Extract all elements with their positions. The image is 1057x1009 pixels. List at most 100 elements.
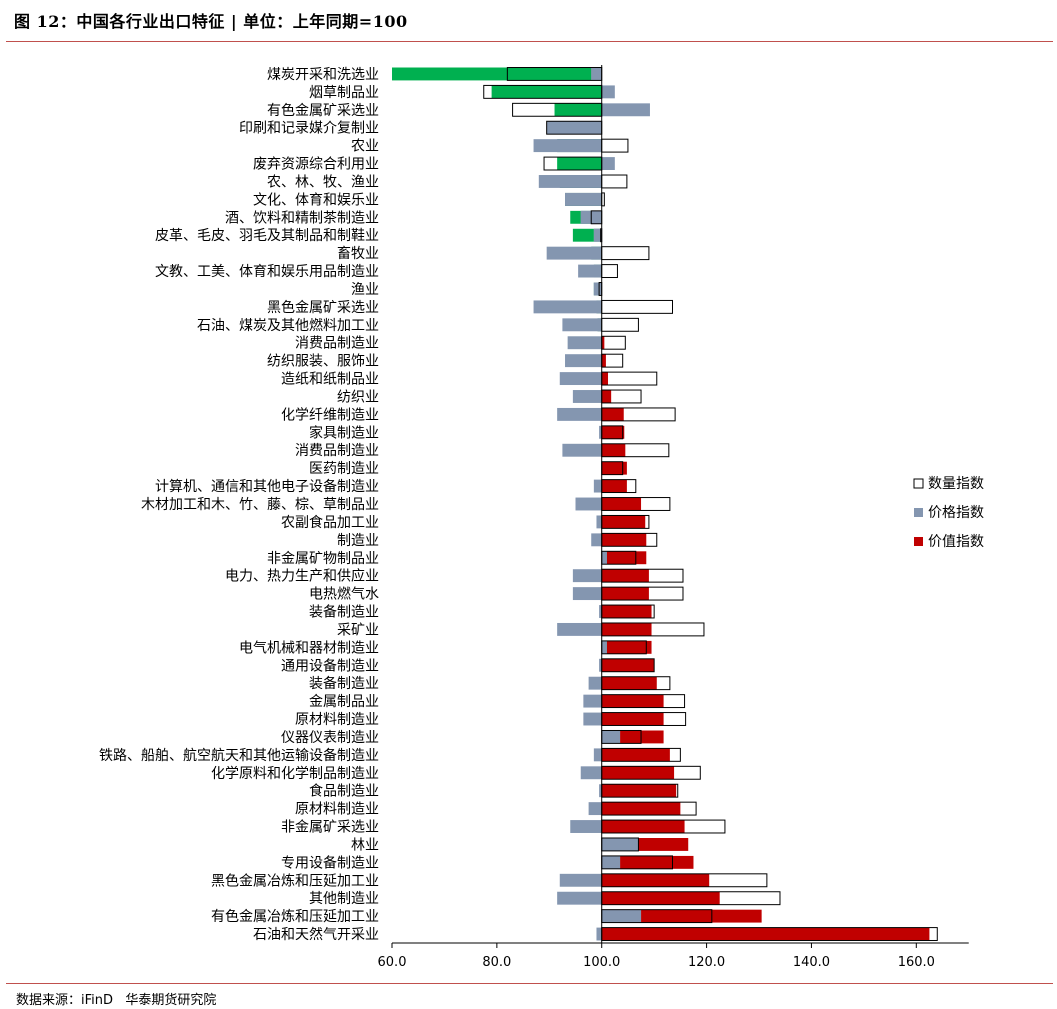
- price-bar: [546, 246, 602, 260]
- category-label: 酒、饮料和精制茶制造业: [225, 210, 379, 226]
- category-label: 采矿业: [337, 622, 379, 638]
- quantity-bar: [601, 138, 629, 153]
- category-label: 纺织业: [337, 389, 379, 405]
- value-bar: [557, 157, 602, 171]
- category-label: 化学纤维制造业: [281, 407, 379, 423]
- price-bar: [593, 282, 602, 296]
- category-label: 农副食品加工业: [281, 514, 379, 531]
- category-label: 非金属矿物制品业: [267, 551, 379, 567]
- value-bar: [572, 228, 594, 242]
- value-bar: [601, 515, 646, 529]
- category-label: 黑色金属冶炼和压延加工业: [211, 872, 379, 889]
- category-label: 石油和天然气开采业: [253, 926, 379, 943]
- category-label: 黑色金属矿采选业: [267, 299, 379, 316]
- price-bar: [570, 820, 602, 833]
- category-label: 装备制造业: [309, 675, 379, 692]
- category-label: 医药制造业: [309, 461, 379, 477]
- category-label: 金属制品业: [309, 694, 379, 710]
- value-bar: [554, 103, 602, 117]
- category-label: 专用设备制造业: [281, 854, 379, 871]
- value-bar: [601, 784, 677, 798]
- value-bar: [601, 658, 655, 672]
- value-bar: [601, 748, 670, 762]
- price-bar: [593, 228, 602, 242]
- value-bar: [601, 461, 627, 475]
- price-bar: [575, 497, 602, 511]
- value-bar: [601, 479, 627, 493]
- legend-value-swatch: [914, 537, 923, 546]
- value-bar: [491, 85, 602, 99]
- price-bar: [559, 372, 602, 386]
- price-bar: [562, 318, 602, 332]
- value-bar: [620, 855, 694, 869]
- category-label: 消费品制造业: [295, 336, 379, 352]
- source-note: 数据来源：iFinD 华泰期货研究院: [16, 993, 217, 1008]
- value-bar: [620, 730, 664, 744]
- price-bar: [591, 533, 602, 547]
- price-bar: [588, 802, 602, 816]
- category-label: 烟草制品业: [309, 85, 379, 101]
- value-bars-layer: [392, 67, 930, 941]
- legend-price-label: 价格指数: [928, 505, 984, 521]
- category-label: 化学原料和化学制品制造业: [211, 766, 379, 782]
- value-bar: [601, 407, 624, 421]
- price-bar: [565, 354, 602, 368]
- x-tick-label: 80.0: [482, 955, 511, 970]
- x-tick-label: 140.0: [793, 955, 830, 970]
- price-bar: [599, 605, 602, 618]
- price-bar: [588, 676, 602, 690]
- value-bar: [601, 927, 930, 941]
- value-bar: [641, 909, 762, 923]
- value-bar: [570, 210, 581, 224]
- price-bar: [601, 855, 621, 869]
- price-bar: [596, 927, 602, 941]
- category-labels: 煤炭开采和洗选业烟草制品业有色金属矿采选业印刷和记录媒介复制业农业废弃资源综合利…: [99, 67, 379, 943]
- quantity-bar: [601, 317, 639, 332]
- price-bar: [601, 640, 607, 654]
- category-label: 原材料制造业: [295, 802, 379, 818]
- category-label: 煤炭开采和洗选业: [267, 67, 379, 83]
- price-bar: [601, 85, 615, 99]
- price-bar: [601, 730, 621, 744]
- top-divider: [6, 41, 1053, 42]
- quantity-bars-layer: [483, 67, 938, 941]
- price-bar: [557, 407, 602, 421]
- category-label: 通用设备制造业: [281, 657, 379, 674]
- x-tick-label: 120.0: [688, 955, 725, 970]
- quantity-bar: [601, 371, 658, 386]
- legend-quantity-swatch: [913, 478, 924, 489]
- category-label: 非金属矿采选业: [281, 820, 379, 836]
- quantity-bar: [601, 174, 628, 189]
- value-bar: [601, 497, 642, 511]
- value-bar: [601, 533, 647, 547]
- value-bar: [601, 676, 657, 690]
- price-bar: [580, 766, 602, 780]
- price-bars-layer: [533, 67, 650, 941]
- value-bar: [601, 425, 625, 439]
- chart-axes: [391, 65, 969, 948]
- category-label: 文教、工美、体育和娱乐用品制造业: [155, 264, 379, 280]
- page-title: 图 12：中国各行业出口特征 | 单位：上年同期=100: [14, 12, 408, 31]
- price-bar: [538, 175, 602, 188]
- value-bar: [601, 569, 649, 583]
- value-bar: [638, 837, 689, 851]
- value-bar: [601, 372, 609, 386]
- category-label: 废弃资源综合利用业: [253, 157, 379, 173]
- price-bar: [533, 300, 602, 314]
- price-bar: [596, 515, 602, 529]
- category-label: 有色金属矿采选业: [267, 102, 379, 119]
- category-label: 皮革、毛皮、羽毛及其制品和制鞋业: [155, 228, 379, 244]
- value-bar: [601, 802, 681, 816]
- category-label: 装备制造业: [309, 604, 379, 621]
- value-bar: [601, 873, 710, 887]
- value-bar: [601, 712, 664, 726]
- price-bar: [578, 264, 602, 278]
- price-bar: [562, 443, 602, 457]
- bottom-divider: [6, 983, 1053, 984]
- category-label: 纺织服装、服饰业: [267, 354, 379, 370]
- category-label: 农业: [351, 139, 379, 155]
- price-bar: [601, 103, 650, 117]
- price-bar: [572, 390, 602, 403]
- category-label: 消费品制造业: [295, 443, 379, 459]
